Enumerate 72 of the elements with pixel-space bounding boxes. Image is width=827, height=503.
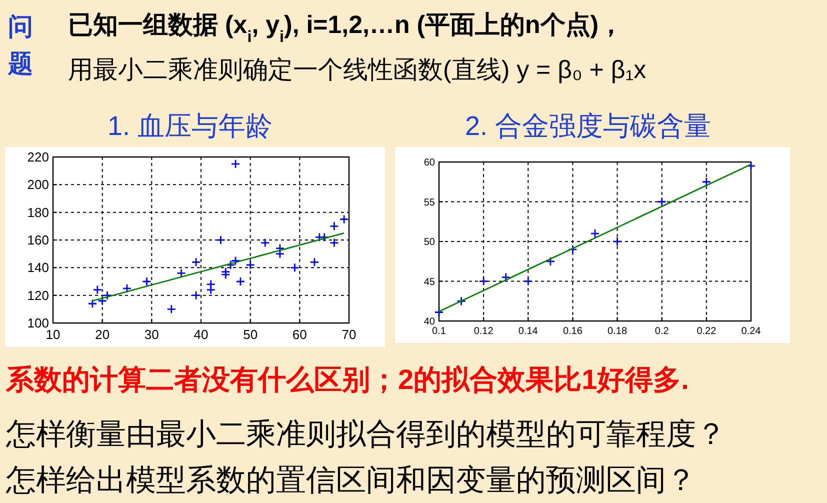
- point: [310, 257, 320, 267]
- point: [260, 238, 270, 248]
- point: [523, 276, 533, 286]
- chart-title: 1. 血压与年龄: [107, 111, 273, 141]
- x-tick-label: 0.12: [474, 326, 494, 337]
- point: [226, 260, 236, 270]
- point: [206, 280, 216, 289]
- x-tick-label: 70: [342, 327, 356, 342]
- point: [746, 161, 756, 171]
- point: [456, 296, 466, 306]
- point: [206, 285, 216, 294]
- y-tick-label: 220: [27, 150, 49, 165]
- point: [478, 276, 488, 286]
- x-tick-label: 60: [292, 327, 307, 342]
- point: [191, 257, 201, 267]
- point: [275, 249, 285, 259]
- y-tick-label: 55: [424, 197, 436, 208]
- text: 问题: [7, 13, 33, 78]
- text: 已知一组数据 (x$_{i}$, y$_{i}$), i=1,2,…n (平面上的n个点)，: [68, 11, 624, 46]
- x-tick-label: 50: [243, 327, 258, 342]
- text: 怎样给出模型系数的置信区间和因变量的预测区间？: [5, 464, 696, 497]
- x-tick-label: 20: [95, 327, 110, 342]
- point: [320, 232, 330, 242]
- point: [230, 159, 240, 169]
- x-tick-label: 0.14: [518, 326, 538, 337]
- point: [246, 260, 256, 270]
- y-tick-label: 40: [424, 316, 436, 328]
- point: [590, 228, 600, 238]
- point: [339, 214, 349, 224]
- x-tick-label: 0.16: [562, 326, 583, 337]
- x-tick-label: 0.22: [696, 326, 717, 337]
- y-tick-label: 160: [27, 232, 49, 248]
- point: [330, 238, 339, 248]
- x-tick-label: 0.2: [654, 326, 670, 337]
- point: [122, 284, 132, 294]
- y-tick-label: 180: [27, 204, 49, 220]
- chart-title: 2. 合金强度与碳含量: [464, 111, 712, 141]
- point: [216, 235, 226, 245]
- point: [236, 276, 246, 286]
- x-tick-label: 0.18: [608, 326, 628, 337]
- point: [290, 262, 300, 272]
- y-tick-label: 200: [27, 177, 49, 192]
- point: [501, 272, 511, 282]
- y-tick-label: 120: [27, 288, 49, 303]
- y-tick-label: 60: [424, 158, 436, 168]
- point: [92, 285, 102, 294]
- point: [88, 298, 98, 308]
- point: [220, 270, 230, 280]
- point: [166, 304, 176, 314]
- point: [191, 290, 201, 300]
- point: [275, 244, 285, 253]
- point: [568, 244, 578, 254]
- point: [702, 177, 712, 187]
- x-tick-label: 40: [194, 327, 208, 342]
- text: 用最小二乘准则确定一个线性函数(直线) y = β₀ + β₁x: [68, 56, 647, 84]
- y-tick-label: 140: [27, 260, 49, 276]
- y-tick-label: 50: [424, 237, 436, 248]
- point: [102, 290, 112, 300]
- x-tick-label: 30: [144, 327, 159, 342]
- point: [98, 296, 108, 306]
- point: [546, 256, 556, 266]
- text: 系数的计算二者没有什么区别；2的拟合效果比1好得多.: [5, 364, 689, 395]
- point: [142, 276, 152, 286]
- x-tick-label: 0.24: [741, 326, 762, 337]
- text: 怎样衡量由最小二乘准则拟合得到的模型的可靠程度？: [5, 418, 726, 451]
- point: [657, 197, 667, 206]
- point: [612, 236, 622, 246]
- x-tick-label: 0.1: [432, 326, 446, 337]
- y-tick-label: 45: [424, 276, 436, 288]
- point: [330, 221, 339, 231]
- point: [230, 256, 240, 266]
- point: [434, 308, 444, 317]
